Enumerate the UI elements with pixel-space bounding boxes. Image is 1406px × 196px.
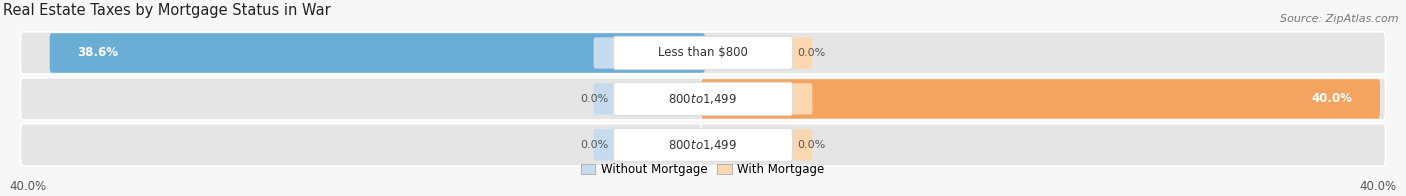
FancyBboxPatch shape (613, 128, 793, 161)
Text: 0.0%: 0.0% (581, 140, 609, 150)
FancyBboxPatch shape (21, 78, 706, 120)
FancyBboxPatch shape (593, 129, 617, 161)
Text: $800 to $1,499: $800 to $1,499 (668, 138, 738, 152)
Text: 0.0%: 0.0% (581, 94, 609, 104)
FancyBboxPatch shape (700, 124, 1385, 166)
FancyBboxPatch shape (789, 129, 813, 161)
FancyBboxPatch shape (49, 33, 704, 73)
Text: 40.0%: 40.0% (1312, 92, 1353, 105)
Text: 0.0%: 0.0% (797, 140, 825, 150)
FancyBboxPatch shape (593, 83, 617, 114)
FancyBboxPatch shape (21, 32, 706, 74)
Text: Source: ZipAtlas.com: Source: ZipAtlas.com (1281, 14, 1399, 24)
FancyBboxPatch shape (593, 37, 617, 69)
Legend: Without Mortgage, With Mortgage: Without Mortgage, With Mortgage (576, 158, 830, 181)
Text: 0.0%: 0.0% (797, 48, 825, 58)
FancyBboxPatch shape (702, 79, 1379, 119)
Text: Real Estate Taxes by Mortgage Status in War: Real Estate Taxes by Mortgage Status in … (3, 3, 330, 18)
Text: $800 to $1,499: $800 to $1,499 (668, 92, 738, 106)
FancyBboxPatch shape (789, 83, 813, 114)
FancyBboxPatch shape (613, 36, 793, 70)
FancyBboxPatch shape (613, 82, 793, 115)
FancyBboxPatch shape (789, 37, 813, 69)
Text: Less than $800: Less than $800 (658, 46, 748, 59)
Text: 38.6%: 38.6% (77, 46, 118, 59)
FancyBboxPatch shape (700, 78, 1385, 120)
FancyBboxPatch shape (21, 124, 706, 166)
FancyBboxPatch shape (700, 32, 1385, 74)
